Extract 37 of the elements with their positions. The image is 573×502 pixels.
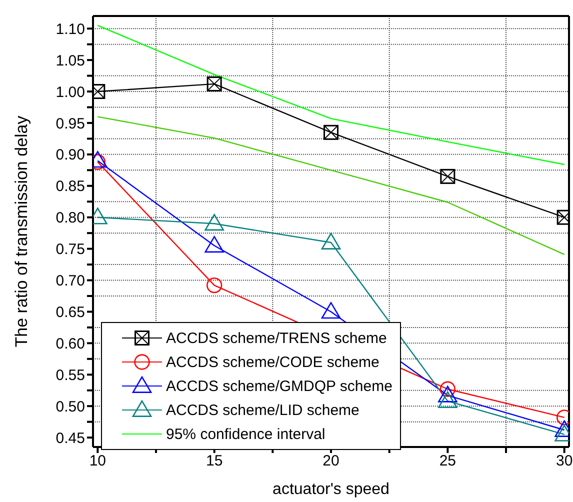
y-tick-label: 1.10 bbox=[56, 20, 85, 38]
x-tick-label: 10 bbox=[89, 452, 106, 470]
y-axis-title: The ratio of transmission delay bbox=[12, 115, 32, 348]
y-tick-label: 0.45 bbox=[56, 430, 85, 447]
line-series bbox=[97, 24, 565, 166]
y-tick-label: 1.05 bbox=[56, 52, 85, 70]
x-axis-title: actuator's speed bbox=[272, 481, 390, 498]
y-tick-label: 0.70 bbox=[56, 272, 85, 290]
y-tick-label: 0.85 bbox=[56, 178, 85, 196]
legend-label: ACCDS scheme/TRENS scheme bbox=[166, 330, 387, 346]
x-tick-label: 30 bbox=[556, 452, 573, 470]
legend-label: ACCDS scheme/LID scheme bbox=[166, 402, 360, 418]
point bbox=[321, 302, 341, 319]
y-tick-label: 0.90 bbox=[56, 146, 85, 164]
x-tick-label: 25 bbox=[439, 452, 456, 470]
point bbox=[204, 214, 224, 231]
x-tick-label: 20 bbox=[322, 452, 340, 470]
point bbox=[440, 168, 456, 184]
point bbox=[324, 124, 338, 140]
point bbox=[438, 386, 458, 402]
point bbox=[206, 76, 222, 92]
y-tick-label: 0.65 bbox=[56, 304, 85, 322]
legend-label: 95% confidence interval bbox=[166, 426, 326, 442]
point bbox=[204, 236, 224, 253]
y-tick-label: 1.00 bbox=[56, 84, 85, 101]
y-tick-label: 0.55 bbox=[56, 366, 85, 384]
y-tick-label: 0.95 bbox=[56, 115, 85, 132]
point bbox=[438, 391, 458, 408]
point bbox=[321, 232, 341, 250]
line-series bbox=[97, 116, 565, 256]
y-tick-label: 0.75 bbox=[56, 241, 85, 258]
legend-label: ACCDS scheme/GMDQP scheme bbox=[166, 378, 392, 394]
y-tick-label: 0.60 bbox=[56, 336, 85, 353]
x-tick-label: 15 bbox=[206, 452, 223, 470]
legend-label: ACCDS scheme/CODE scheme bbox=[166, 354, 380, 370]
y-tick-label: 0.80 bbox=[56, 210, 85, 227]
y-tick-label: 0.50 bbox=[56, 398, 85, 416]
